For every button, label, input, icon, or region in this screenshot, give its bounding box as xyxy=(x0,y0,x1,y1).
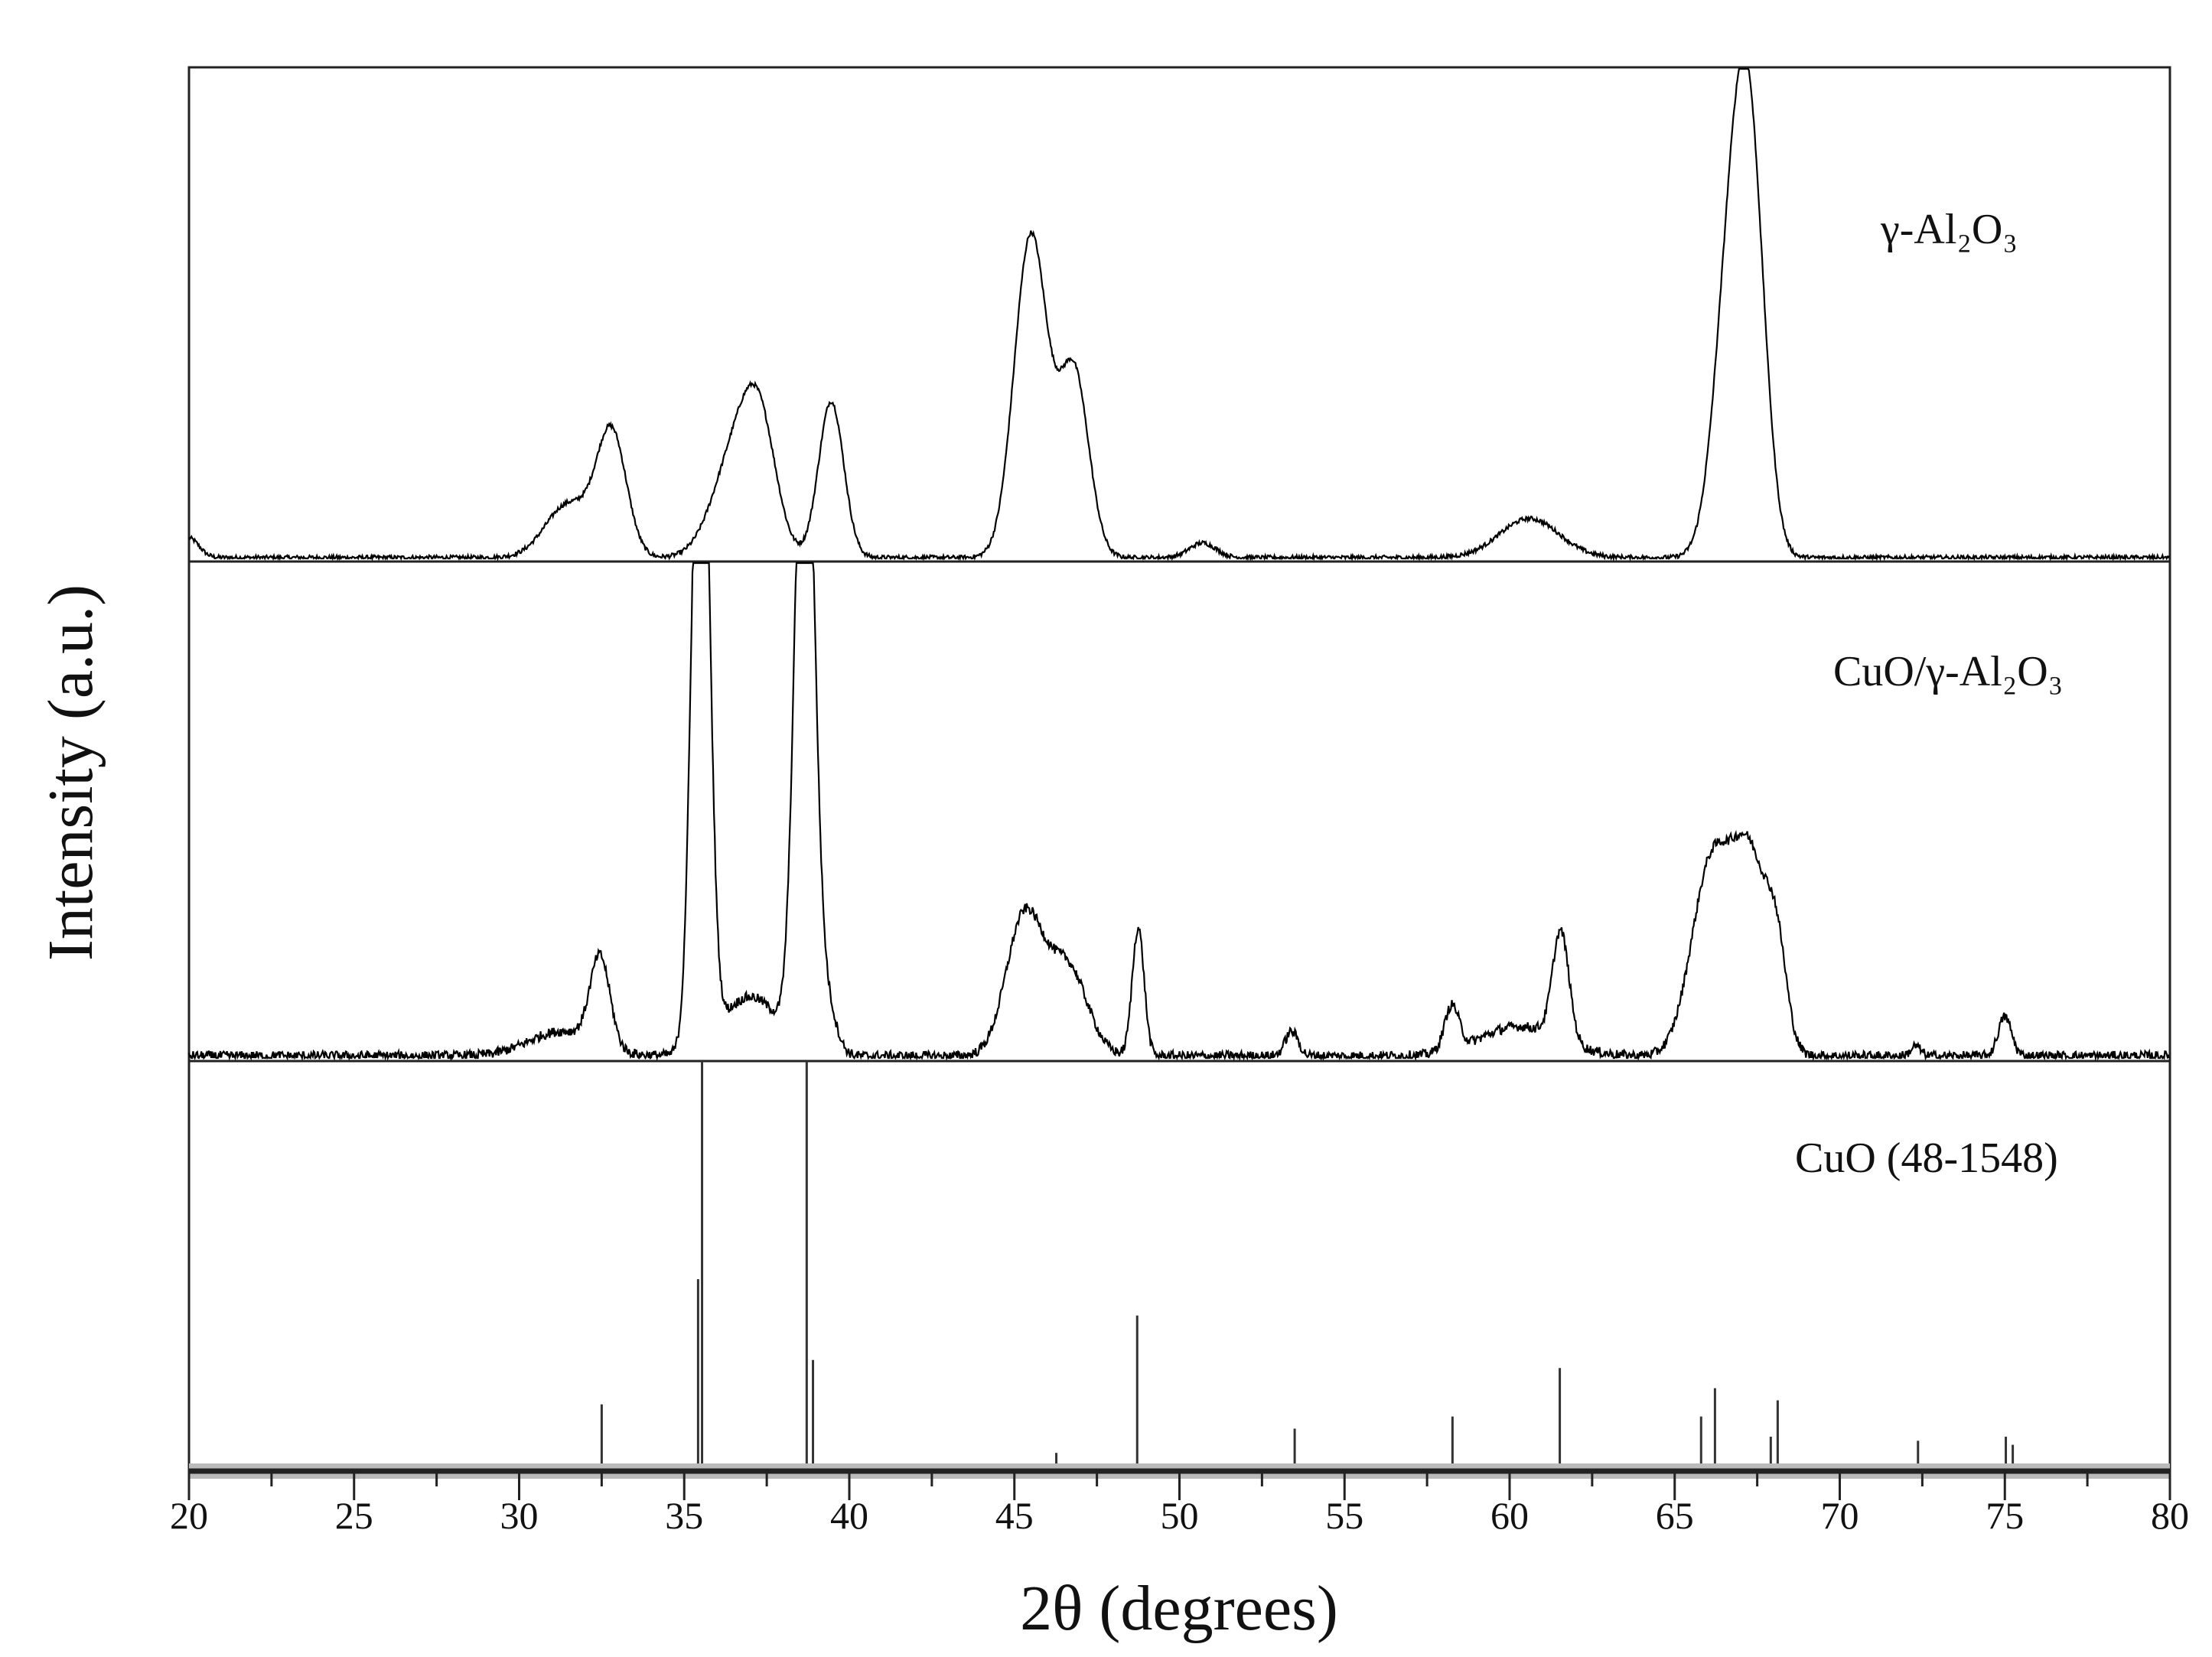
x-axis: 20 25 30 35 40 45 50 55 60 65 70 75 80 xyxy=(170,1463,2189,1537)
x-tick-label: 60 xyxy=(1490,1494,1529,1537)
curves xyxy=(187,67,2170,1465)
panels xyxy=(187,66,2171,1471)
x-tick-label: 50 xyxy=(1161,1494,1199,1537)
x-tick-label: 55 xyxy=(1325,1494,1363,1537)
y-axis-title: Intensity (a.u.) xyxy=(35,584,106,961)
x-tick-label: 20 xyxy=(170,1494,208,1537)
x-axis-title: 2θ (degrees) xyxy=(1020,1573,1338,1644)
x-tick-label: 45 xyxy=(995,1494,1034,1537)
x-tick-label: 70 xyxy=(1821,1494,1859,1537)
x-tick-label: 40 xyxy=(830,1494,868,1537)
legend-cuo-reference: CuO (48-1548) xyxy=(1795,1135,2058,1182)
cuo-gamma-al2o3-pattern xyxy=(187,562,2170,1062)
x-tick-label: 65 xyxy=(1656,1494,1694,1537)
x-tick-label: 35 xyxy=(665,1494,703,1537)
plot-frame xyxy=(187,66,2171,1471)
legend-cuo-gamma-al2o3: CuO/γ-Al₂O₃ xyxy=(1833,648,2063,695)
gamma-al2o3-pattern xyxy=(188,67,2170,562)
x-tick-label: 25 xyxy=(335,1494,373,1537)
legend-gamma-al2o3: γ-Al₂O₃ xyxy=(1880,206,2018,253)
x-tick-label: 80 xyxy=(2151,1494,2189,1537)
x-tick-label: 75 xyxy=(1986,1494,2024,1537)
x-tick-label: 30 xyxy=(500,1494,539,1537)
